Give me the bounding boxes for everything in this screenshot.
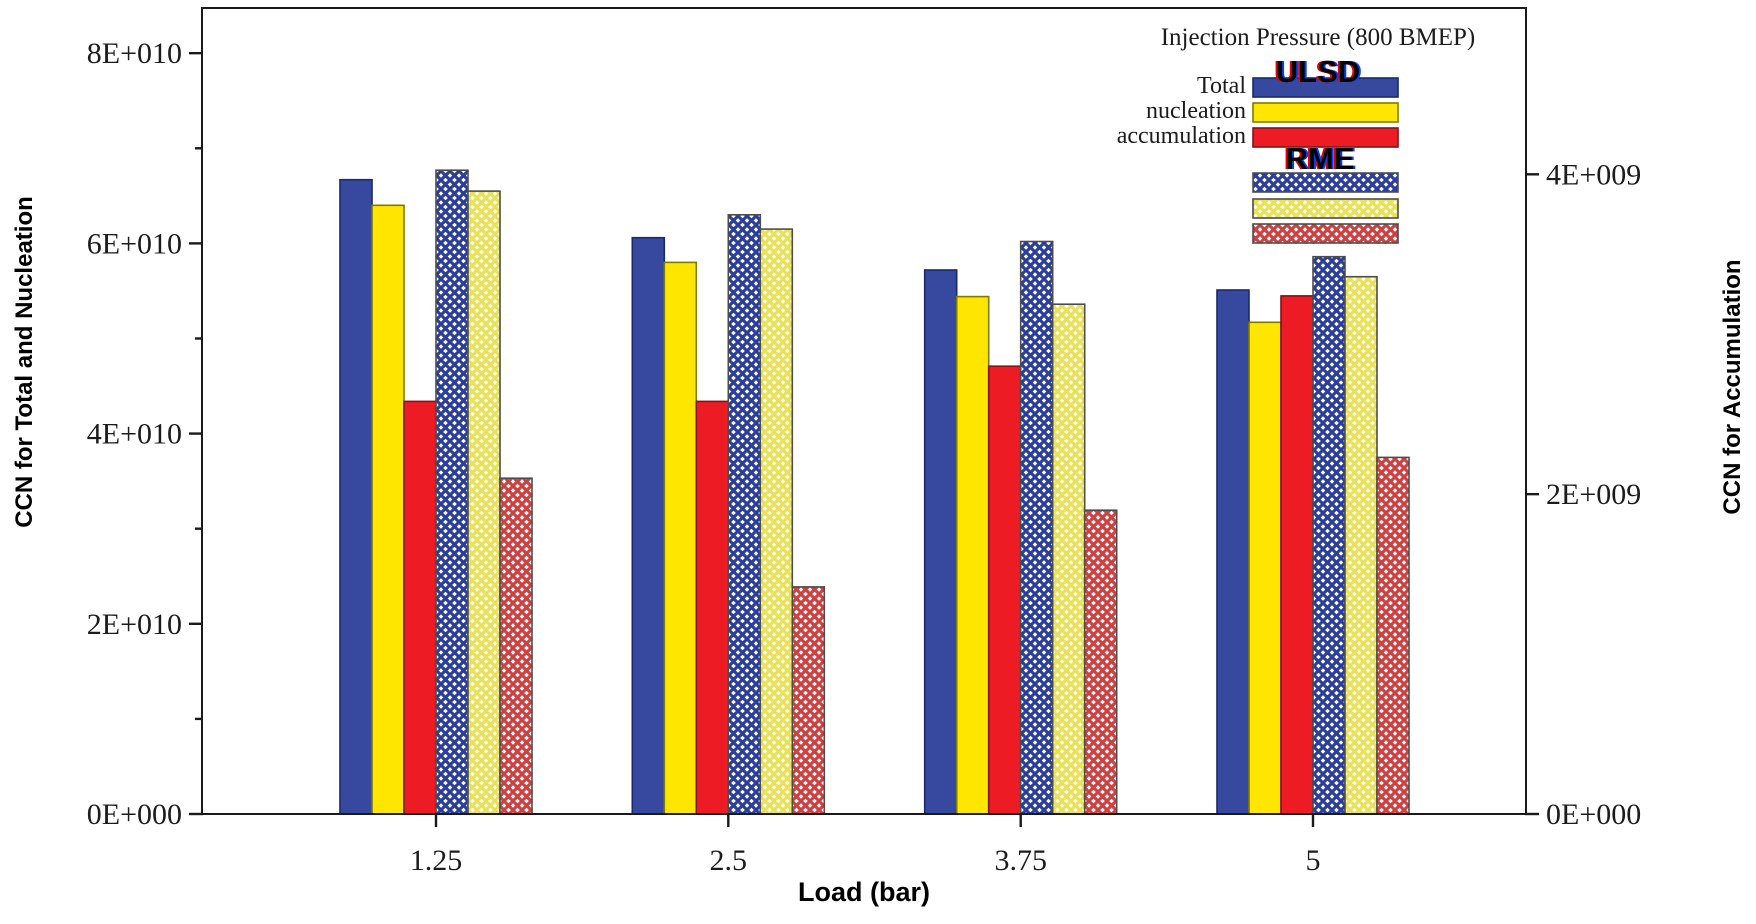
legend-row-label-nucleation: nucleation <box>1146 98 1246 124</box>
bar-ulsd-total <box>923 269 958 815</box>
right-axis-tick-label: 2E+009 <box>1546 478 1641 511</box>
right-axis-tick-label: 0E+000 <box>1546 798 1641 831</box>
axes-layer: 0E+000 2E+010 4E+010 6E+010 8E+010 0E+000 2E+0… <box>87 7 1641 877</box>
bar-rme-nucleation <box>467 190 501 815</box>
left-axis-tick-label: 2E+010 <box>87 608 182 641</box>
legend-swatch-rme-accumulation <box>1252 223 1399 244</box>
bar-rme-total <box>1019 240 1054 815</box>
bar-rme-nucleation <box>1051 303 1086 815</box>
left-axis-tick-label: 8E+010 <box>87 37 182 70</box>
legend: Injection Pressure (800 BMEP) ULSD ULSD … <box>1117 24 1476 176</box>
bar-rme-total <box>727 214 762 815</box>
legend-swatches <box>1252 77 1399 244</box>
bar-group-5 <box>1216 255 1410 815</box>
bar-rme-accumulation <box>1376 456 1410 815</box>
bar-ulsd-nucleation <box>371 204 405 815</box>
legend-row-label-accumulation: accumulation <box>1117 123 1246 149</box>
bar-rme-accumulation <box>1083 509 1118 815</box>
bar-ulsd-nucleation <box>663 261 698 815</box>
bar-ulsd-accumulation <box>1280 295 1314 815</box>
bar-ulsd-accumulation <box>695 400 730 815</box>
bar-group-3.75 <box>923 240 1118 815</box>
legend-swatch-rme-total <box>1252 172 1399 193</box>
left-axis-tick-label: 4E+010 <box>87 418 182 451</box>
bar-rme-total <box>435 169 469 815</box>
left-axis-tick-label: 6E+010 <box>87 227 182 260</box>
bar-ulsd-accumulation <box>403 400 437 815</box>
right-axis-tick-label: 4E+009 <box>1546 158 1641 191</box>
left-axis-title: CCN for Total and Nucleation <box>11 196 38 528</box>
legend-swatch-ulsd-total <box>1252 77 1399 98</box>
legend-ulsd-label: ULSD <box>1276 54 1360 89</box>
legend-rme-shadow-red: RME <box>1284 141 1353 176</box>
x-axis-tick-label: 3.75 <box>994 844 1047 877</box>
bar-rme-accumulation <box>791 586 826 815</box>
bar-rme-nucleation <box>759 228 794 815</box>
right-axis-title: CCN for Accumulation <box>1719 259 1746 514</box>
legend-swatch-ulsd-nucleation <box>1252 102 1399 123</box>
legend-ulsd-shadow-red: ULSD <box>1274 54 1358 89</box>
bars-layer <box>339 169 1410 815</box>
legend-ulsd-shadow-blue: ULSD <box>1278 54 1362 89</box>
bar-ulsd-accumulation <box>987 365 1022 815</box>
bar-group-1.25 <box>339 169 533 815</box>
legend-row-label-total: Total <box>1197 73 1246 99</box>
legend-rme-shadow-blue: RME <box>1288 141 1357 176</box>
bar-ulsd-total <box>339 178 373 815</box>
bar-group-2.5 <box>631 214 826 815</box>
x-axis-tick-label: 5 <box>1306 844 1321 877</box>
legend-title: Injection Pressure (800 BMEP) <box>1161 24 1476 51</box>
left-axis-tick-label: 0E+000 <box>87 798 182 831</box>
legend-swatch-rme-nucleation <box>1252 198 1399 219</box>
x-axis-title: Load (bar) <box>798 877 930 907</box>
bar-ulsd-nucleation <box>1248 321 1282 815</box>
legend-swatch-ulsd-accumulation <box>1252 127 1399 148</box>
x-axis-tick-label: 2.5 <box>710 844 748 877</box>
bar-ulsd-total <box>631 236 666 815</box>
bar-rme-total <box>1312 255 1346 815</box>
x-axis-tick-label: 1.25 <box>410 844 463 877</box>
bar-ulsd-nucleation <box>955 295 990 815</box>
bar-rme-nucleation <box>1344 275 1378 815</box>
bar-ulsd-total <box>1216 289 1250 815</box>
plot-frame <box>201 7 1527 815</box>
legend-rme-label: RME <box>1286 141 1355 176</box>
bar-rme-accumulation <box>499 477 533 815</box>
